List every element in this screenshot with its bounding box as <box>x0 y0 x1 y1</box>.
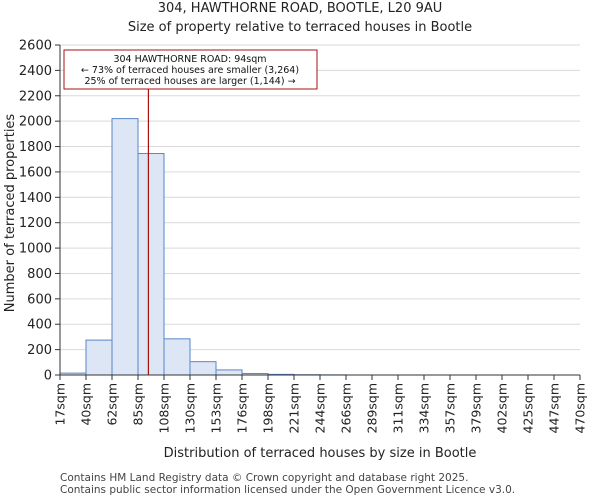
x-tick-label: 130sqm <box>183 383 198 433</box>
x-tick-label: 198sqm <box>261 383 276 433</box>
y-tick-label: 2400 <box>19 64 52 79</box>
histogram-bar <box>163 338 191 376</box>
y-tick-label: 2600 <box>19 39 52 54</box>
y-tick-labels: 0 200 400 600 800 1000 1200 1400 1600 1800 2000 220… <box>19 39 60 384</box>
y-tick-label: 200 <box>27 343 52 358</box>
footer-line-2: Contains public sector information licen… <box>60 484 516 496</box>
histogram-bar <box>85 339 113 376</box>
histogram-bar <box>111 118 139 376</box>
x-tick-label: 334sqm <box>417 383 432 433</box>
x-tick-label: 153sqm <box>209 383 224 433</box>
y-tick-label: 800 <box>27 267 52 282</box>
annotation-line-3: 25% of terraced houses are larger (1,144… <box>84 76 295 87</box>
y-tick-label: 1800 <box>19 140 52 155</box>
x-tick-label: 470sqm <box>573 383 588 433</box>
y-tick-label: 600 <box>27 292 52 307</box>
x-axis-label: Distribution of terraced houses by size … <box>164 446 477 461</box>
x-tick-label: 17sqm <box>53 383 68 426</box>
annotation-line-2: ← 73% of terraced houses are smaller (3,… <box>81 65 299 76</box>
y-tick-label: 400 <box>27 318 52 333</box>
x-tick-label: 425sqm <box>521 383 536 433</box>
histogram-bar <box>215 369 243 376</box>
y-tick-label: 1400 <box>19 191 52 206</box>
x-tick-label: 289sqm <box>365 383 380 433</box>
x-tick-label: 62sqm <box>105 383 120 426</box>
x-tick-label: 85sqm <box>131 383 146 426</box>
footer-line-1: Contains HM Land Registry data © Crown c… <box>60 472 469 484</box>
annotation-line-1: 304 HAWTHORNE ROAD: 94sqm <box>113 54 266 65</box>
x-tick-label: 176sqm <box>235 383 250 433</box>
histogram-bar <box>189 361 217 376</box>
x-tick-label: 108sqm <box>157 383 172 433</box>
y-tick-label: 2000 <box>19 115 52 130</box>
annotation-box: 304 HAWTHORNE ROAD: 94sqm ← 73% of terra… <box>63 49 318 90</box>
annotation-frame <box>63 49 318 90</box>
x-tick-label: 221sqm <box>287 383 302 433</box>
x-tick-label: 311sqm <box>391 383 406 433</box>
chart-subtitle: Size of property relative to terraced ho… <box>127 20 473 35</box>
x-tick-label: 379sqm <box>469 383 484 433</box>
y-tick-label: 2200 <box>19 89 52 104</box>
y-tick-label: 1600 <box>19 165 52 180</box>
x-tick-label: 402sqm <box>495 383 510 433</box>
x-tick-labels: 17sqm 40sqm 62sqm 85sqm 108sqm 130sqm 153sqm 17… <box>53 375 588 433</box>
bars <box>59 118 347 376</box>
y-tick-label: 0 <box>44 369 52 384</box>
x-tick-label: 40sqm <box>79 383 94 426</box>
x-tick-label: 244sqm <box>313 383 328 433</box>
x-tick-label: 357sqm <box>443 383 458 433</box>
x-tick-label: 447sqm <box>547 383 562 433</box>
y-tick-label: 1200 <box>19 216 52 231</box>
histogram-bar <box>137 153 165 376</box>
y-tick-label: 1000 <box>19 242 52 257</box>
y-axis-label: Number of terraced properties <box>3 114 18 313</box>
x-tick-label: 266sqm <box>339 383 354 433</box>
chart-title: 304, HAWTHORNE ROAD, BOOTLE, L20 9AU <box>157 1 443 16</box>
